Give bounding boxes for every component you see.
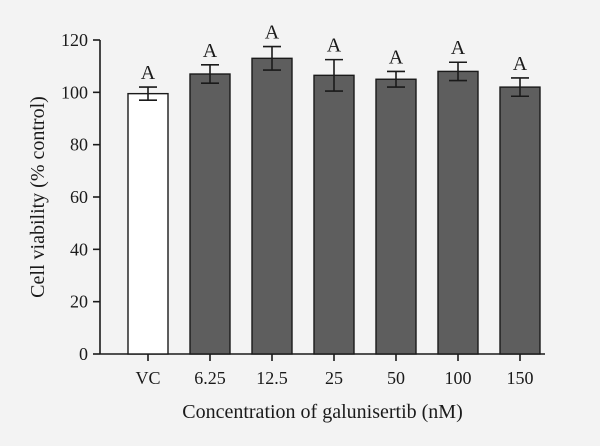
data-label: A <box>265 22 280 44</box>
y-tick-label: 60 <box>70 187 88 207</box>
data-label: A <box>389 46 404 68</box>
x-tick-label: 12.5 <box>256 368 288 388</box>
data-label: A <box>451 37 466 59</box>
y-tick-label: 80 <box>70 135 88 155</box>
bar <box>189 73 231 355</box>
error-bar <box>511 77 529 98</box>
data-label: A <box>513 53 528 75</box>
error-bar <box>139 86 157 101</box>
error-bar <box>387 70 405 88</box>
x-tick-label: 25 <box>325 368 343 388</box>
y-tick-label: 20 <box>70 292 88 312</box>
bar <box>499 86 541 355</box>
x-tick-label: 100 <box>445 368 472 388</box>
x-tick-label: 150 <box>507 368 534 388</box>
error-bar <box>263 45 281 71</box>
data-label: A <box>141 62 156 84</box>
bar <box>127 92 169 355</box>
error-bar <box>325 58 343 92</box>
data-label: A <box>203 40 218 62</box>
y-tick-label: 40 <box>70 239 88 259</box>
x-axis-title: Concentration of galunisertib (nM) <box>182 401 463 423</box>
y-tick-label: 120 <box>61 30 88 50</box>
x-tick-label: 50 <box>387 368 405 388</box>
bar <box>437 70 479 355</box>
error-bar <box>449 61 467 82</box>
x-axis: VC 6.25 12.5 25 50 100 150 <box>100 353 545 388</box>
bar <box>313 74 355 355</box>
y-tick-label: 100 <box>61 82 88 102</box>
bars <box>127 57 541 355</box>
y-axis-title: Cell viability (% control) <box>27 96 49 298</box>
x-tick-label: 6.25 <box>194 368 226 388</box>
error-bars <box>139 45 529 101</box>
x-tick-label: VC <box>135 368 160 388</box>
bar <box>251 57 293 355</box>
y-axis: 0 20 40 60 80 100 120 <box>61 30 101 364</box>
bar <box>375 78 417 355</box>
data-labels: A A A A A A A <box>141 22 528 85</box>
y-tick-label: 0 <box>79 344 88 364</box>
data-label: A <box>327 35 342 57</box>
error-bar <box>201 64 219 84</box>
